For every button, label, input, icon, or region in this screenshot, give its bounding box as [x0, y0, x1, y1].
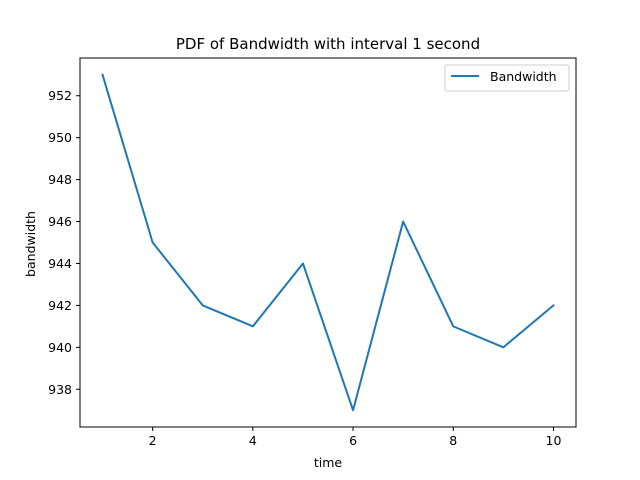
x-axis-label: time [314, 455, 343, 470]
y-axis-label: bandwidth [23, 211, 38, 277]
series-line-bandwidth [101, 73, 555, 412]
y-axis: 938 940 942 944 946 948 950 952 [48, 88, 80, 397]
x-tick-label: 6 [349, 433, 357, 448]
series-layer [101, 73, 555, 412]
y-tick-label: 940 [48, 340, 72, 355]
legend-label-bandwidth: Bandwidth [490, 69, 557, 84]
y-tick-label: 942 [48, 298, 72, 313]
plot-area: 2 4 6 8 10 938 940 942 944 946 948 950 952 [48, 57, 577, 448]
y-tick-label: 952 [48, 88, 72, 103]
legend-box [444, 64, 570, 92]
x-axis: 2 4 6 8 10 [149, 427, 562, 448]
x-tick-label: 10 [546, 433, 562, 448]
y-tick-label: 946 [48, 214, 72, 229]
legend: Bandwidth [444, 64, 570, 92]
y-tick-label: 944 [48, 256, 72, 271]
y-tick-label: 948 [48, 172, 72, 187]
x-tick-label: 8 [449, 433, 457, 448]
axes-frame [79, 57, 577, 428]
y-tick-label: 950 [48, 130, 72, 145]
y-tick-label: 938 [48, 382, 72, 397]
x-tick-label: 2 [149, 433, 157, 448]
x-tick-label: 4 [249, 433, 257, 448]
chart-title: PDF of Bandwidth with interval 1 second [176, 35, 480, 53]
